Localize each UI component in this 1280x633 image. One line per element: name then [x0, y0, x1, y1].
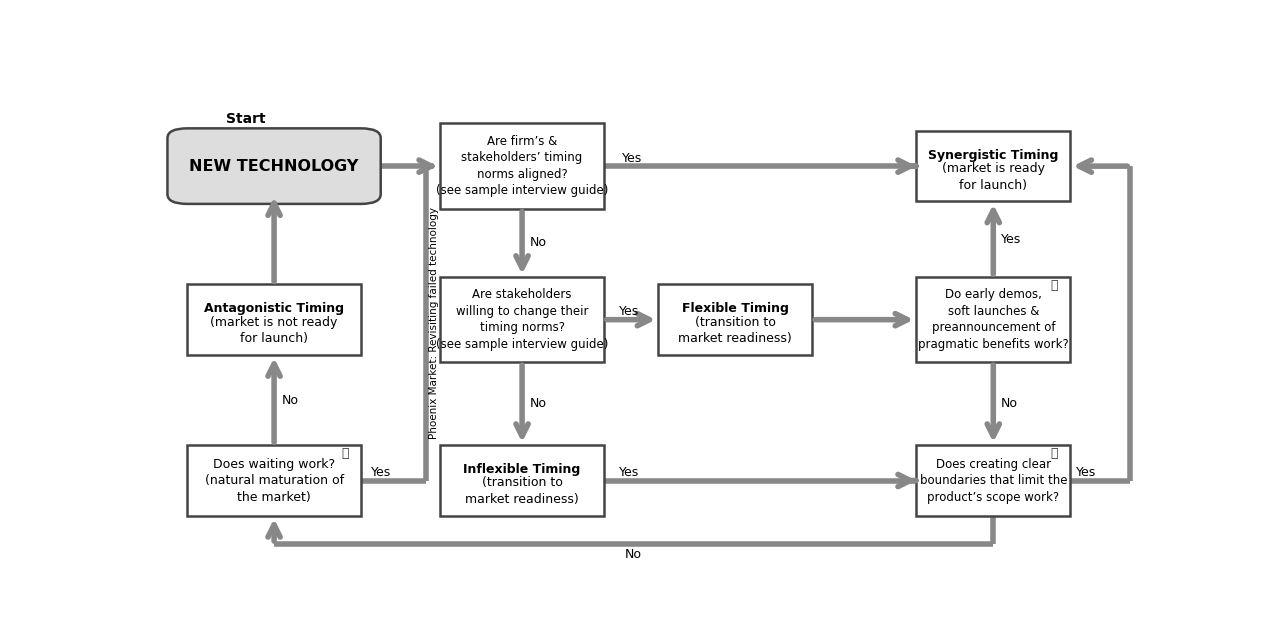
Text: Antagonistic Timing: Antagonistic Timing	[204, 303, 344, 315]
Text: No: No	[530, 236, 547, 249]
Text: Do early demos,
soft launches &
preannouncement of
pragmatic benefits work?: Do early demos, soft launches & preannou…	[918, 289, 1069, 351]
Text: Yes: Yes	[371, 467, 392, 479]
Text: Inflexible Timing: Inflexible Timing	[463, 463, 581, 476]
Text: Synergistic Timing: Synergistic Timing	[928, 149, 1059, 162]
FancyBboxPatch shape	[658, 284, 813, 355]
Text: (transition to
market readiness): (transition to market readiness)	[678, 316, 792, 345]
FancyBboxPatch shape	[440, 123, 604, 209]
Text: ⌛: ⌛	[1051, 279, 1059, 292]
Text: Yes: Yes	[618, 467, 639, 479]
Text: No: No	[625, 548, 643, 561]
Text: ⌛: ⌛	[342, 448, 348, 460]
Text: No: No	[1001, 398, 1018, 410]
FancyBboxPatch shape	[187, 284, 361, 355]
FancyBboxPatch shape	[916, 445, 1070, 516]
Text: NEW TECHNOLOGY: NEW TECHNOLOGY	[189, 159, 358, 173]
FancyBboxPatch shape	[187, 445, 361, 516]
Text: Start: Start	[227, 112, 266, 126]
FancyBboxPatch shape	[916, 131, 1070, 201]
Text: ⌛: ⌛	[1051, 448, 1059, 460]
Text: Are firm’s &
stakeholders’ timing
norms aligned?
(see sample interview guide): Are firm’s & stakeholders’ timing norms …	[436, 135, 608, 197]
Text: Phoenix Market: Revisiting failed technology: Phoenix Market: Revisiting failed techno…	[429, 208, 439, 439]
FancyBboxPatch shape	[440, 445, 604, 516]
FancyBboxPatch shape	[440, 277, 604, 362]
Text: No: No	[282, 394, 300, 406]
Text: No: No	[530, 398, 547, 410]
FancyBboxPatch shape	[168, 128, 380, 204]
FancyBboxPatch shape	[916, 277, 1070, 362]
Text: Yes: Yes	[1076, 467, 1097, 479]
Text: Yes: Yes	[1001, 233, 1021, 246]
Text: (market is ready
for launch): (market is ready for launch)	[942, 162, 1044, 192]
Text: (market is not ready
for launch): (market is not ready for launch)	[210, 316, 338, 345]
Text: Yes: Yes	[618, 305, 639, 318]
Text: Are stakeholders
willing to change their
timing norms?
(see sample interview gui: Are stakeholders willing to change their…	[436, 289, 608, 351]
Text: Does waiting work?
(natural maturation of
the market): Does waiting work? (natural maturation o…	[205, 458, 343, 503]
Text: (transition to
market readiness): (transition to market readiness)	[465, 477, 579, 506]
Text: Yes: Yes	[622, 152, 643, 165]
Text: Does creating clear
boundaries that limit the
product’s scope work?: Does creating clear boundaries that limi…	[919, 458, 1068, 503]
Text: Flexible Timing: Flexible Timing	[682, 303, 788, 315]
